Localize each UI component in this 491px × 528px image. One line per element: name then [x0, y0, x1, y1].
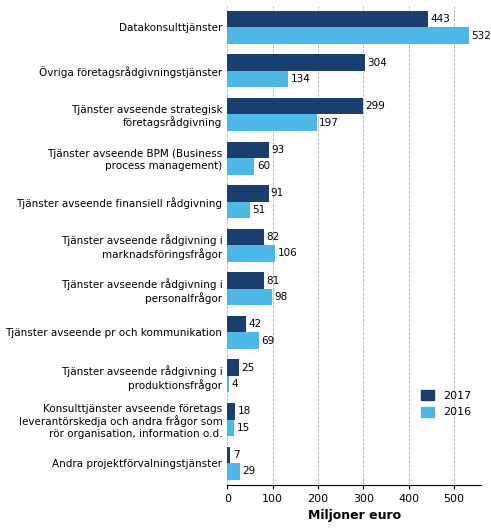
- Text: 299: 299: [365, 101, 385, 111]
- Bar: [227, 289, 272, 305]
- Bar: [227, 272, 264, 289]
- Bar: [227, 71, 288, 88]
- X-axis label: Miljoner euro: Miljoner euro: [308, 510, 401, 522]
- Bar: [227, 360, 239, 376]
- Text: 134: 134: [290, 74, 310, 84]
- Bar: [227, 403, 236, 420]
- Text: 106: 106: [277, 249, 298, 259]
- Text: 51: 51: [253, 205, 266, 215]
- Text: 69: 69: [261, 336, 274, 346]
- Bar: [227, 142, 270, 158]
- Text: 93: 93: [272, 145, 285, 155]
- Text: 197: 197: [319, 118, 339, 128]
- Bar: [227, 316, 246, 332]
- Legend: 2017, 2016: 2017, 2016: [416, 386, 476, 422]
- Text: 15: 15: [236, 423, 249, 433]
- Text: 443: 443: [431, 14, 450, 24]
- Bar: [227, 98, 363, 115]
- Bar: [227, 332, 259, 349]
- Bar: [227, 245, 275, 262]
- Bar: [227, 447, 230, 463]
- Bar: [227, 202, 250, 218]
- Text: 82: 82: [267, 232, 280, 242]
- Text: 42: 42: [248, 319, 262, 329]
- Text: 304: 304: [367, 58, 387, 68]
- Bar: [227, 158, 254, 175]
- Text: 91: 91: [271, 188, 284, 199]
- Text: 25: 25: [241, 363, 254, 373]
- Text: 18: 18: [238, 406, 251, 416]
- Text: 4: 4: [231, 379, 238, 389]
- Bar: [227, 115, 317, 131]
- Text: 60: 60: [257, 162, 270, 172]
- Text: 29: 29: [243, 466, 256, 476]
- Bar: [227, 185, 269, 202]
- Bar: [227, 54, 365, 71]
- Bar: [227, 11, 428, 27]
- Bar: [227, 420, 234, 436]
- Text: 81: 81: [266, 276, 279, 286]
- Bar: [227, 376, 229, 392]
- Text: 7: 7: [233, 450, 239, 460]
- Bar: [227, 229, 265, 245]
- Text: 532: 532: [471, 31, 491, 41]
- Text: 98: 98: [274, 292, 287, 302]
- Bar: [227, 463, 241, 479]
- Bar: [227, 27, 468, 44]
